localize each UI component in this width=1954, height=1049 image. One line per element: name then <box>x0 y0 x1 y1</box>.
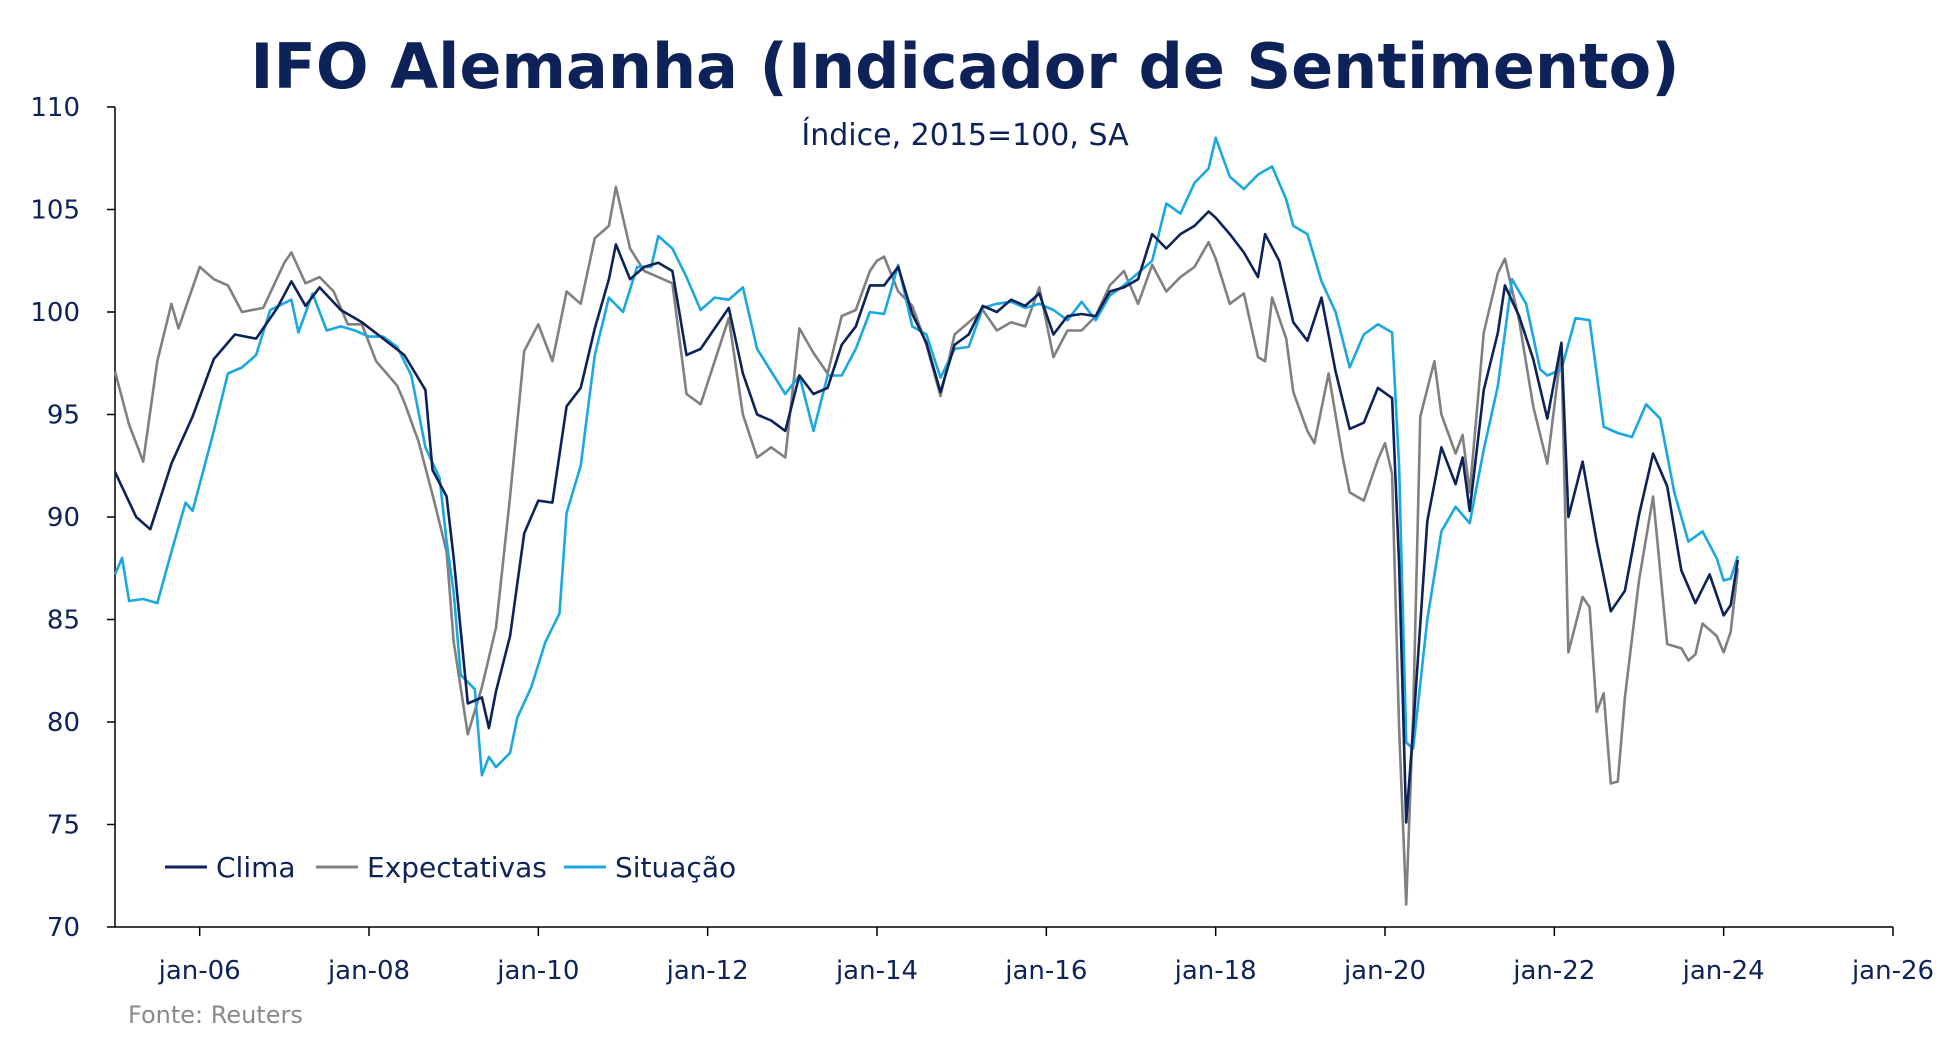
series-line-clima <box>113 210 1740 824</box>
legend-label-expectativas: Expectativas <box>367 851 547 884</box>
x-axis: jan-06 jan-08 jan-10 jan-12 jan-14 jan-16 jan-… <box>115 926 1934 986</box>
y-tick-label: 95 <box>47 401 80 431</box>
legend-label-situacao: Situação <box>615 851 736 884</box>
x-tick-label: jan-14 <box>835 956 918 986</box>
y-tick-label: 75 <box>47 811 80 841</box>
x-tick-label: jan-18 <box>1174 956 1257 986</box>
source-note: Fonte: Reuters <box>128 1001 303 1029</box>
x-tick-label: jan-12 <box>666 956 749 986</box>
y-axis: 70 75 80 85 90 95 100 105 110 <box>30 93 116 943</box>
x-tick-label: jan-20 <box>1343 956 1426 986</box>
series-layer <box>113 136 1740 906</box>
x-tick-label: jan-10 <box>496 956 579 986</box>
y-tick-label: 85 <box>47 606 80 636</box>
y-tick-label: 80 <box>47 708 80 738</box>
chart-title: IFO Alemanha (Indicador de Sentimento) <box>250 30 1679 103</box>
legend-label-clima: Clima <box>216 851 296 884</box>
x-tick-label: jan-22 <box>1512 956 1595 986</box>
y-tick-label: 90 <box>47 503 80 533</box>
x-tick-label: jan-08 <box>327 956 410 986</box>
x-tick-label: jan-06 <box>158 956 241 986</box>
legend: Clima Expectativas Situação <box>165 851 736 884</box>
chart-subtitle: Índice, 2015=100, SA <box>801 117 1129 153</box>
series-line-expectativas <box>113 185 1740 906</box>
y-tick-label: 110 <box>30 93 80 123</box>
y-tick-label: 105 <box>30 196 80 226</box>
x-tick-label: jan-24 <box>1682 956 1765 986</box>
series-line-situacao <box>113 136 1740 777</box>
x-tick-label: jan-16 <box>1004 956 1087 986</box>
y-tick-label: 100 <box>30 298 80 328</box>
x-tick-label: jan-26 <box>1851 956 1934 986</box>
y-tick-label: 70 <box>47 913 80 943</box>
